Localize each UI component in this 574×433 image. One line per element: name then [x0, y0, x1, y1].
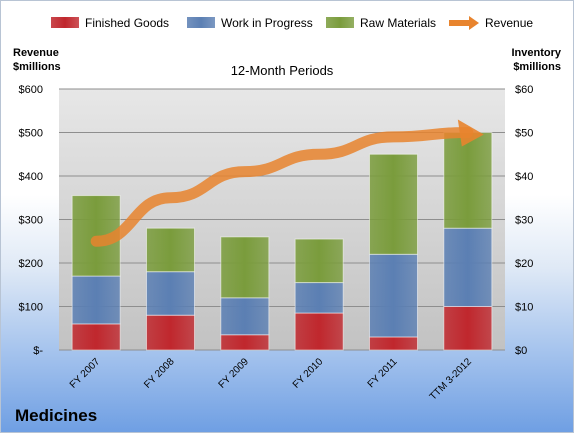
bar-finished-goods [369, 336, 418, 351]
y-left-tick-label: $600 [19, 84, 43, 96]
legend-arrow-revenue [469, 16, 479, 30]
bar-raw-materials [294, 238, 344, 284]
bar-raw-materials [369, 153, 418, 255]
y-right-tick-label: $50 [515, 128, 533, 140]
x-tick-label: FY 2009 [217, 356, 252, 391]
y-left-tick-label: $300 [19, 215, 43, 227]
revenue-arrowhead [457, 119, 484, 147]
legend-swatch-work-in-progress [187, 17, 215, 28]
x-tick-label: FY 2007 [68, 356, 103, 391]
y-left-tick-label: $200 [19, 258, 43, 270]
bar-finished-goods [71, 323, 121, 351]
x-tick-label: TTM 3-2012 [428, 356, 475, 403]
x-tick-label: FY 2008 [142, 356, 177, 391]
y-left-tick-label: $100 [19, 302, 43, 314]
bar-finished-goods [443, 306, 493, 351]
bar-raw-materials [220, 236, 270, 299]
bar-raw-materials [443, 132, 493, 229]
y-right-tick-label: $0 [515, 345, 527, 357]
legend-label-raw-materials: Raw Materials [360, 16, 436, 30]
bar-finished-goods [294, 312, 344, 351]
bar-work-in-progress [443, 227, 493, 307]
bar-work-in-progress [294, 282, 344, 314]
y-right-tick-label: $40 [515, 171, 533, 183]
x-tick-label: FY 2010 [291, 356, 326, 391]
bar-work-in-progress [71, 275, 121, 325]
legend-label-revenue: Revenue [485, 16, 533, 30]
y-left-tick-label: $400 [19, 171, 43, 183]
bar-work-in-progress [369, 253, 418, 338]
legend-swatch-raw-materials [326, 17, 354, 28]
y-left-tick-label: $- [33, 345, 43, 357]
y-right-axis-title-line2: $millions [513, 61, 561, 73]
y-left-tick-label: $500 [19, 128, 43, 140]
y-right-tick-label: $60 [515, 84, 533, 96]
y-left-axis-title-line1: Revenue [13, 47, 59, 59]
x-tick-label: FY 2011 [366, 356, 400, 390]
y-right-tick-label: $20 [515, 258, 533, 270]
legend-swatch-finished-goods [51, 17, 79, 28]
chart-footer-title: Medicines [15, 406, 98, 425]
y-right-tick-label: $30 [515, 215, 533, 227]
chart-title: 12-Month Periods [231, 63, 334, 78]
y-right-tick-label: $10 [515, 302, 533, 314]
bar-work-in-progress [220, 297, 270, 336]
legend-label-work-in-progress: Work in Progress [221, 16, 313, 30]
bar-finished-goods [146, 314, 195, 351]
legend-label-finished-goods: Finished Goods [85, 16, 169, 30]
y-left-axis-title-line2: $millions [13, 61, 61, 73]
revenue-line [90, 127, 474, 247]
bar-work-in-progress [146, 271, 195, 316]
bar-raw-materials [146, 227, 195, 273]
y-right-axis-title-line1: Inventory [511, 47, 561, 59]
bar-finished-goods [220, 334, 270, 351]
